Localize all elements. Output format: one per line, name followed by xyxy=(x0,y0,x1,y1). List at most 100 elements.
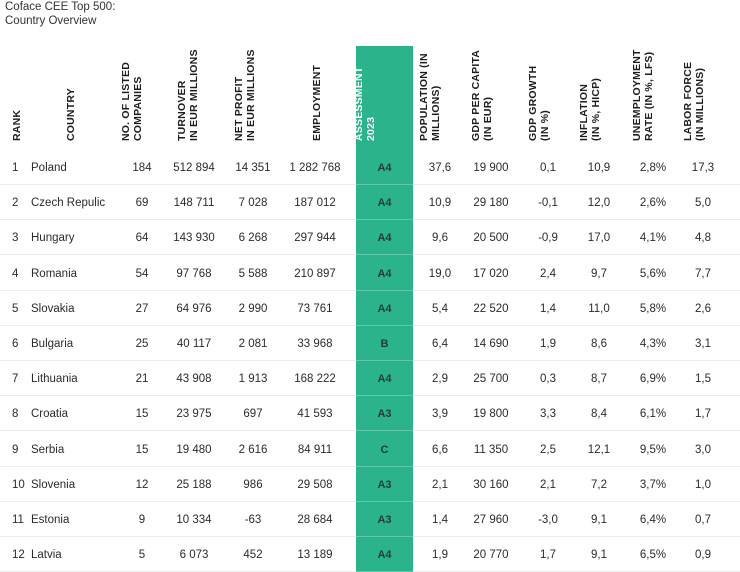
net-profit-cell: 1 913 xyxy=(238,373,268,386)
gdp-per-capita-cell: 29 180 xyxy=(473,197,509,210)
unemployment-cell: 6,9% xyxy=(639,373,667,386)
gdp-per-capita-cell: 27 960 xyxy=(473,514,509,526)
labor-force-cell: 0,7 xyxy=(695,514,711,526)
assessment-cell: A4 xyxy=(377,197,392,210)
table-row: 6 Bulgaria 25 40 117 2 081 33 968 B 6,4 14 690 1,… xyxy=(0,326,740,361)
country-cell: Estonia xyxy=(31,514,70,526)
header-rank: RANK xyxy=(11,109,23,141)
population-cell: 2,9 xyxy=(432,373,448,386)
rank-cell: 3 xyxy=(12,232,19,245)
turnover-cell: 97 768 xyxy=(176,267,212,280)
listed-companies-cell: 12 xyxy=(135,478,149,491)
assessment-cell: A4 xyxy=(377,232,392,245)
labor-force-cell: 2,6 xyxy=(695,302,711,315)
rank-cell: 1 xyxy=(12,162,19,174)
table-row: 2 Czech Repulic 69 148 711 7 028 187 012 A4 10,… xyxy=(0,185,740,221)
inflation-cell: 9,1 xyxy=(591,549,607,562)
gdp-growth-cell: 0,1 xyxy=(540,162,556,174)
gdp-growth-cell: 0,3 xyxy=(540,373,556,386)
unemployment-cell: 6,4% xyxy=(639,514,667,526)
listed-companies-cell: 27 xyxy=(135,302,149,315)
labor-force-cell: 5,0 xyxy=(695,197,711,210)
net-profit-cell: 986 xyxy=(243,478,263,491)
listed-companies-cell: 21 xyxy=(135,373,149,386)
rank-cell: 4 xyxy=(12,267,19,280)
table-row: 5 Slovakia 27 64 976 2 990 73 761 A4 5,4 22 520 1… xyxy=(0,291,740,326)
gdp-growth-cell: 3,3 xyxy=(540,408,556,421)
population-cell: 10,9 xyxy=(428,197,452,210)
net-profit-cell: 5 588 xyxy=(238,267,268,280)
gdp-per-capita-cell: 30 160 xyxy=(473,478,509,491)
turnover-cell: 6 073 xyxy=(179,549,209,562)
country-cell: Poland xyxy=(31,162,67,174)
inflation-cell: 12,1 xyxy=(587,443,611,456)
assessment-cell: C xyxy=(380,443,389,456)
rank-cell: 6 xyxy=(12,338,19,350)
row-divider-highlight xyxy=(356,500,413,502)
listed-companies-cell: 9 xyxy=(138,514,146,526)
gdp-growth-cell: -3,0 xyxy=(538,514,558,526)
assessment-cell: B xyxy=(380,338,389,350)
gdp-growth-cell: 2,1 xyxy=(540,478,556,491)
listed-companies-cell: 184 xyxy=(132,162,152,174)
gdp-per-capita-cell: 25 700 xyxy=(473,373,509,386)
inflation-cell: 8,4 xyxy=(591,408,607,421)
rank-cell: 7 xyxy=(12,373,19,386)
gdp-growth-cell: -0,1 xyxy=(538,197,558,210)
population-cell: 37,6 xyxy=(428,162,452,174)
country-cell: Croatia xyxy=(31,408,69,421)
unemployment-cell: 4,3% xyxy=(639,338,667,350)
header-population: POPULATION (IN MILLIONS) xyxy=(418,53,442,141)
listed-companies-cell: 69 xyxy=(135,197,149,210)
header-country: COUNTRY xyxy=(65,88,77,141)
row-divider-highlight xyxy=(356,465,413,467)
rank-cell: 11 xyxy=(12,514,24,526)
net-profit-cell: 2 081 xyxy=(238,338,268,350)
row-divider-highlight xyxy=(356,395,413,397)
population-cell: 1,9 xyxy=(432,549,448,562)
employment-cell: 210 897 xyxy=(294,267,336,280)
population-cell: 2,1 xyxy=(432,478,448,491)
inflation-cell: 11,0 xyxy=(588,302,610,315)
unemployment-cell: 5,8% xyxy=(639,302,667,315)
employment-cell: 168 222 xyxy=(294,373,336,386)
rank-cell: 12 xyxy=(12,549,25,562)
rank-cell: 5 xyxy=(12,302,19,315)
gdp-per-capita-cell: 20 770 xyxy=(473,549,509,562)
assessment-cell: A4 xyxy=(377,373,392,386)
country-cell: Hungary xyxy=(31,232,75,245)
inflation-cell: 9,1 xyxy=(591,514,607,526)
title-line-1: Coface CEE Top 500: xyxy=(5,1,116,13)
rank-cell: 10 xyxy=(12,478,25,491)
table-row: 11 Estonia 9 10 334 -63 28 684 A3 1,4 27 960 -3,0… xyxy=(0,502,740,537)
assessment-cell: A3 xyxy=(377,408,392,421)
inflation-cell: 17,0 xyxy=(587,232,611,245)
row-divider-highlight xyxy=(356,184,413,185)
unemployment-cell: 5,6% xyxy=(639,267,667,280)
unemployment-cell: 6,5% xyxy=(639,549,667,562)
employment-cell: 33 968 xyxy=(297,338,333,350)
employment-cell: 73 761 xyxy=(297,302,333,315)
listed-companies-cell: 54 xyxy=(135,267,149,280)
gdp-per-capita-cell: 20 500 xyxy=(473,232,509,245)
turnover-cell: 19 480 xyxy=(176,443,212,456)
employment-cell: 13 189 xyxy=(297,549,333,562)
inflation-cell: 10,9 xyxy=(587,162,611,174)
turnover-cell: 23 975 xyxy=(176,408,212,421)
country-cell: Romania xyxy=(31,267,78,280)
table-row: 10 Slovenia 12 25 188 986 29 508 A3 2,1 30 160 2,… xyxy=(0,467,740,502)
row-divider-highlight xyxy=(356,254,413,256)
row-divider-highlight xyxy=(356,324,413,326)
net-profit-cell: 7 028 xyxy=(238,197,268,210)
labor-force-cell: 1,7 xyxy=(695,408,711,421)
listed-companies-cell: 15 xyxy=(135,408,149,421)
listed-companies-cell: 15 xyxy=(135,443,149,456)
inflation-cell: 9,7 xyxy=(591,267,607,280)
table-row: 4 Romania 54 97 768 5 588 210 897 A4 19,0 17 020… xyxy=(0,256,740,291)
assessment-cell: A4 xyxy=(377,162,392,174)
table-row: 9 Serbia 15 19 480 2 616 84 911 C 6,6 11 350 2,5 1… xyxy=(0,432,740,467)
listed-companies-cell: 5 xyxy=(138,549,146,562)
net-profit-cell: 452 xyxy=(243,549,263,562)
turnover-cell: 64 976 xyxy=(176,302,212,315)
employment-cell: 28 684 xyxy=(297,514,333,526)
